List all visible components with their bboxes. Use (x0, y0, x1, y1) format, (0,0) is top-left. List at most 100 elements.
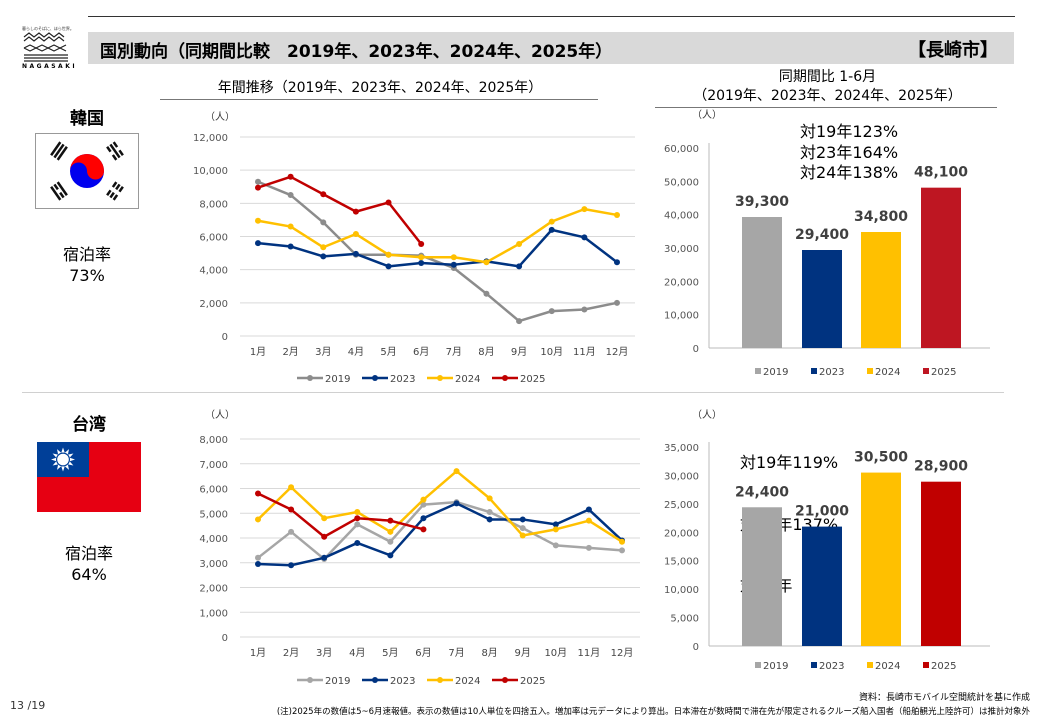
data-point-2019 (552, 542, 559, 549)
data-point-2025 (287, 173, 294, 180)
legend-swatch (755, 368, 761, 374)
data-point-2025 (255, 184, 261, 191)
x-tick-label: 2月 (282, 346, 298, 358)
data-point-2019 (581, 306, 588, 313)
legend-label: 2023 (390, 374, 415, 385)
x-tick-label: 7月 (446, 346, 462, 358)
data-point-2023 (255, 560, 261, 567)
taiwan-stay-rate: 宿泊率 64% (29, 543, 149, 585)
series-line-2025 (257, 492, 424, 539)
legend-label: 2025 (520, 676, 545, 687)
series-line-2023 (257, 502, 623, 567)
legend-label: 2025 (520, 374, 545, 385)
unit-label: （人） (692, 409, 722, 421)
data-point-2024 (352, 231, 359, 238)
x-tick-label: 12月 (611, 647, 634, 659)
data-point-2024 (519, 532, 526, 539)
data-point-2023 (418, 260, 425, 267)
data-point-2023 (387, 552, 394, 559)
legend-swatch (811, 368, 817, 374)
y-tick-label: 6,000 (199, 485, 228, 496)
comparison-line: 対19年123% (800, 122, 899, 141)
data-label: 29,400 (795, 227, 849, 243)
x-tick-label: 6月 (415, 647, 431, 659)
legend-marker (307, 677, 313, 683)
logo-tagline: 暮らしのそばに、ほら世界。 (22, 26, 74, 31)
title-bar (88, 32, 1014, 64)
data-point-2023 (619, 537, 625, 544)
legend-swatch (923, 368, 929, 374)
x-tick-label: 2月 (283, 647, 299, 659)
y-tick-label: 1,000 (199, 608, 228, 619)
data-point-2023 (352, 250, 359, 257)
y-tick-label: 4,000 (199, 534, 228, 545)
taiwan-flag-icon (37, 442, 141, 512)
legend-marker (437, 375, 443, 381)
logo-wave-icon (23, 32, 68, 62)
data-point-2023 (288, 562, 295, 569)
data-point-2023 (585, 506, 592, 513)
data-point-2019 (614, 299, 620, 306)
unit-label: （人） (205, 409, 235, 421)
y-tick-label: 10,000 (193, 166, 228, 177)
data-point-2019 (418, 252, 425, 259)
stay-rate-label: 宿泊率 (64, 544, 113, 563)
data-label: 48,100 (914, 165, 968, 181)
page-number: 13 /19 (10, 699, 46, 712)
legend-swatch (923, 662, 929, 668)
legend-label: 2024 (455, 374, 480, 385)
x-tick-label: 10月 (544, 647, 567, 659)
y-tick-label: 20,000 (664, 528, 699, 539)
data-point-2025 (321, 533, 328, 540)
y-tick-label: 25,000 (664, 500, 699, 511)
stay-rate-value: 73% (69, 266, 105, 285)
bar-2024 (861, 232, 901, 348)
x-tick-label: 6月 (413, 346, 429, 358)
series-line-2024 (257, 207, 618, 264)
data-point-2024 (486, 495, 493, 502)
y-tick-label: 30,000 (664, 471, 699, 482)
legend-label: 2024 (875, 661, 900, 672)
x-tick-label: 9月 (515, 647, 531, 659)
source-note: 資料：長崎市モバイル空間統計を基に作成 (858, 693, 1030, 703)
city-label: 【長崎市】 (908, 40, 998, 61)
legend-label: 2023 (819, 661, 844, 672)
comparison-line: 対24年 95% (740, 576, 839, 595)
x-tick-label: 12月 (606, 346, 629, 358)
comparison-line: 対23年164% (800, 142, 899, 162)
data-point-2019 (385, 251, 392, 258)
x-tick-label: 3月 (316, 647, 332, 659)
data-point-2025 (320, 191, 327, 198)
data-point-2023 (483, 258, 490, 265)
data-point-2024 (453, 468, 460, 475)
data-point-2023 (385, 263, 392, 270)
y-tick-label: 5,000 (670, 614, 699, 625)
legend-label: 2019 (763, 661, 788, 672)
y-tick-label: 35,000 (664, 443, 699, 454)
data-point-2019 (585, 544, 592, 551)
data-point-2019 (619, 547, 625, 554)
legend-label: 2019 (325, 676, 350, 687)
y-tick-label: 0 (222, 332, 228, 343)
data-point-2019 (354, 521, 361, 528)
data-point-2024 (483, 259, 490, 266)
data-point-2024 (552, 526, 559, 533)
logo-wordmark: NAGASAKI (22, 63, 78, 70)
country-name-taiwan: 台湾 (72, 415, 106, 435)
data-point-2019 (321, 556, 328, 563)
footnote: (注)2025年の数値は5~6月速報値。表示の数値は10人単位を四捨五入。増加率… (276, 707, 1030, 717)
y-tick-label: 60,000 (664, 144, 699, 155)
header-rule (88, 16, 1015, 17)
data-point-2019 (483, 290, 490, 297)
data-point-2023 (320, 253, 327, 260)
y-tick-label: 0 (222, 633, 228, 644)
data-point-2024 (614, 211, 620, 218)
series-line-2025 (257, 175, 423, 245)
data-point-2025 (352, 208, 359, 215)
data-point-2023 (420, 515, 427, 522)
annual-subtitle-rule (160, 99, 598, 100)
nagasaki-logo (22, 24, 70, 70)
y-tick-label: 50,000 (664, 177, 699, 188)
legend-label: 2023 (819, 367, 844, 378)
